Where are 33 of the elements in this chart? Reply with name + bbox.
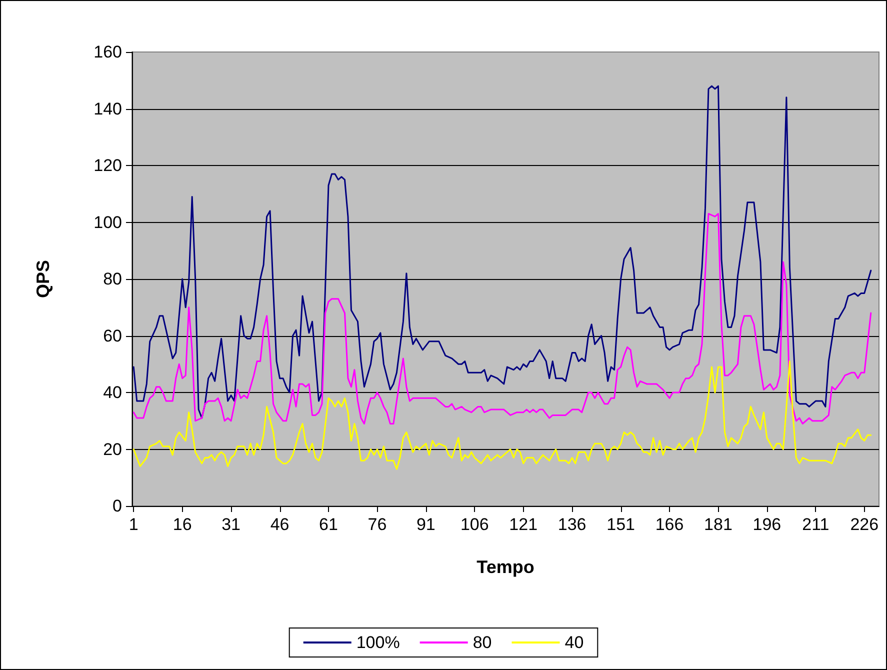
legend-label: 100%: [356, 633, 400, 652]
y-tick-label: 0: [112, 496, 122, 516]
x-tick-label: 181: [704, 515, 732, 534]
x-tick-label: 136: [558, 515, 586, 534]
y-tick-label: 80: [103, 270, 122, 288]
x-tick-label: 121: [509, 515, 538, 534]
x-tick-label: 16: [172, 515, 192, 534]
line-series: [132, 360, 872, 470]
x-tick-label: 166: [655, 515, 684, 534]
x-tick-label: 1: [128, 515, 138, 534]
y-tick-label: 60: [103, 326, 122, 346]
y-tick-label: 20: [103, 440, 122, 459]
y-tick-label: 40: [103, 383, 122, 402]
y-axis-title: QPS: [33, 260, 53, 298]
x-tick-label: 106: [460, 515, 489, 534]
x-tick-label: 226: [850, 515, 879, 534]
x-tick-label: 46: [270, 515, 290, 534]
y-tick-label: 140: [94, 99, 122, 118]
x-tick-label: 196: [752, 515, 782, 534]
x-tick-label: 211: [802, 515, 830, 534]
x-tick-label: 151: [606, 515, 635, 534]
y-tick-label: 100: [94, 212, 122, 232]
line-series: [132, 212, 872, 424]
x-tick-label: 76: [368, 515, 387, 534]
legend-label: 40: [564, 633, 584, 652]
x-tick-label: 31: [222, 515, 241, 534]
y-tick-label: 160: [94, 42, 122, 62]
legend-label: 80: [472, 633, 492, 652]
x-axis-title: Tempo: [476, 557, 534, 577]
line-series: [132, 85, 872, 419]
y-tick-label: 120: [94, 156, 122, 175]
x-tick-label: 91: [416, 515, 436, 534]
x-tick-label: 61: [319, 515, 338, 534]
